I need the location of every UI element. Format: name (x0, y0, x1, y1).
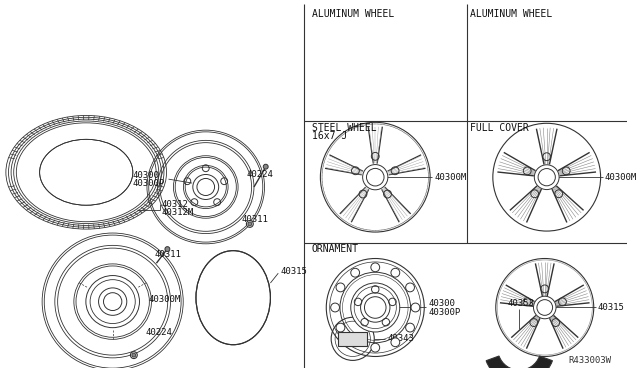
Circle shape (331, 303, 339, 312)
Text: 16x7 J: 16x7 J (312, 131, 347, 141)
Bar (338, 332, 367, 346)
Circle shape (534, 296, 556, 319)
Ellipse shape (86, 276, 140, 328)
Text: STEEL WHEEL: STEEL WHEEL (312, 123, 376, 133)
Text: 40224: 40224 (145, 328, 172, 337)
Wedge shape (486, 356, 552, 372)
Text: 40300M: 40300M (149, 295, 181, 304)
Text: 40343: 40343 (387, 334, 414, 343)
Circle shape (391, 268, 400, 277)
Circle shape (406, 323, 415, 332)
Circle shape (165, 247, 170, 251)
Text: 40300P: 40300P (428, 308, 460, 317)
Text: ALUMINUM WHEEL: ALUMINUM WHEEL (312, 9, 394, 19)
Text: 40300M: 40300M (434, 173, 467, 182)
Circle shape (406, 283, 415, 292)
Circle shape (131, 352, 137, 359)
Text: 40300: 40300 (132, 171, 159, 180)
Text: 40315: 40315 (280, 267, 307, 276)
Text: ORNAMENT: ORNAMENT (312, 244, 358, 254)
Text: 40300P: 40300P (132, 179, 164, 187)
Text: 40300M: 40300M (605, 173, 637, 182)
Ellipse shape (193, 174, 219, 199)
Text: FULL COVER: FULL COVER (470, 123, 529, 133)
Circle shape (534, 165, 559, 190)
Circle shape (371, 263, 380, 272)
Text: 40353: 40353 (508, 299, 534, 308)
Ellipse shape (196, 251, 271, 345)
Ellipse shape (40, 140, 133, 205)
Text: ALUMINUM WHEEL: ALUMINUM WHEEL (470, 9, 552, 19)
Circle shape (336, 283, 345, 292)
Text: NISSAN: NISSAN (340, 336, 365, 342)
Circle shape (336, 323, 345, 332)
Circle shape (351, 268, 360, 277)
Text: 40300: 40300 (428, 299, 455, 308)
Circle shape (246, 221, 253, 227)
Circle shape (351, 283, 400, 332)
Text: 40312M: 40312M (162, 208, 194, 217)
Circle shape (263, 164, 268, 169)
Circle shape (132, 353, 136, 357)
Circle shape (411, 303, 420, 312)
Text: 40312: 40312 (162, 200, 189, 209)
Text: 40311: 40311 (241, 215, 268, 224)
Circle shape (371, 343, 380, 352)
Circle shape (363, 164, 388, 190)
Text: 40315: 40315 (598, 303, 625, 312)
Circle shape (351, 338, 360, 347)
Circle shape (248, 222, 252, 226)
Circle shape (391, 338, 400, 347)
Text: 40224: 40224 (247, 170, 274, 179)
Text: 40311: 40311 (155, 250, 182, 259)
Text: R433003W: R433003W (568, 356, 611, 365)
Ellipse shape (99, 288, 127, 315)
